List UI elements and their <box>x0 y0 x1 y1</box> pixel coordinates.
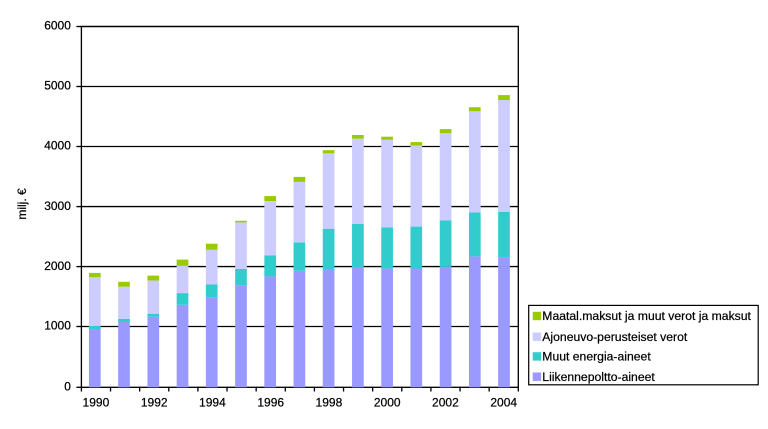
svg-text:6000: 6000 <box>44 19 71 33</box>
svg-text:1994: 1994 <box>199 395 226 409</box>
svg-text:1992: 1992 <box>141 395 168 409</box>
svg-text:1000: 1000 <box>44 319 71 333</box>
svg-text:3000: 3000 <box>44 199 71 213</box>
svg-text:milj. €: milj. € <box>15 188 29 220</box>
svg-text:2004: 2004 <box>490 395 517 409</box>
svg-text:1996: 1996 <box>257 395 284 409</box>
svg-text:Maatal.maksut ja muut verot ja: Maatal.maksut ja muut verot ja maksut <box>542 309 751 323</box>
svg-text:Muut energia-aineet: Muut energia-aineet <box>542 350 651 364</box>
svg-text:1998: 1998 <box>316 395 343 409</box>
svg-text:2002: 2002 <box>432 395 459 409</box>
svg-text:4000: 4000 <box>44 139 71 153</box>
svg-text:2000: 2000 <box>44 259 71 273</box>
svg-text:Ajoneuvo-perusteiset verot: Ajoneuvo-perusteiset verot <box>542 330 688 344</box>
svg-text:0: 0 <box>64 380 71 394</box>
svg-text:5000: 5000 <box>44 79 71 93</box>
svg-text:2000: 2000 <box>374 395 401 409</box>
svg-text:Liikennepoltto-aineet: Liikennepoltto-aineet <box>542 370 655 384</box>
svg-text:1990: 1990 <box>83 395 110 409</box>
